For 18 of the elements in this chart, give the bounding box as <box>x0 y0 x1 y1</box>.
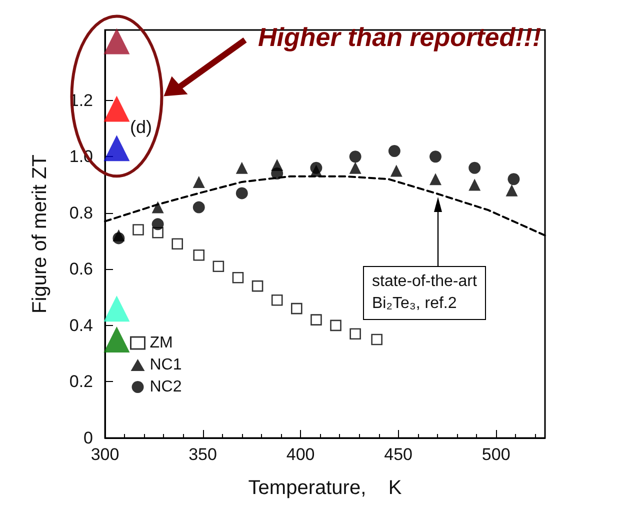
y-tick-label: 0.6 <box>69 260 93 279</box>
x-tick-label: 500 <box>482 445 510 464</box>
x-axis-title: Temperature, K <box>248 477 402 499</box>
x-tick-label: 400 <box>286 445 315 464</box>
legend-label: NC2 <box>150 378 182 396</box>
x-tick-label: 450 <box>384 445 413 464</box>
annotation: Higher than reported!!! <box>258 22 542 53</box>
x-tick-label: 350 <box>188 445 217 464</box>
y-axis-title: Figure of merit ZT <box>29 154 51 314</box>
legend-label: NC1 <box>150 356 182 374</box>
x-tick-label: 300 <box>90 445 120 464</box>
y-tick-label: 0.2 <box>69 372 93 392</box>
legend-label: ZM <box>150 334 173 352</box>
y-tick-label: 0.8 <box>69 203 93 222</box>
annotation: (d) <box>130 116 152 138</box>
annotation: state-of-the-art Bi₂Te₃, ref.2 <box>363 266 486 320</box>
y-tick-label: 0 <box>84 428 93 448</box>
y-tick-label: 0.4 <box>69 316 93 335</box>
